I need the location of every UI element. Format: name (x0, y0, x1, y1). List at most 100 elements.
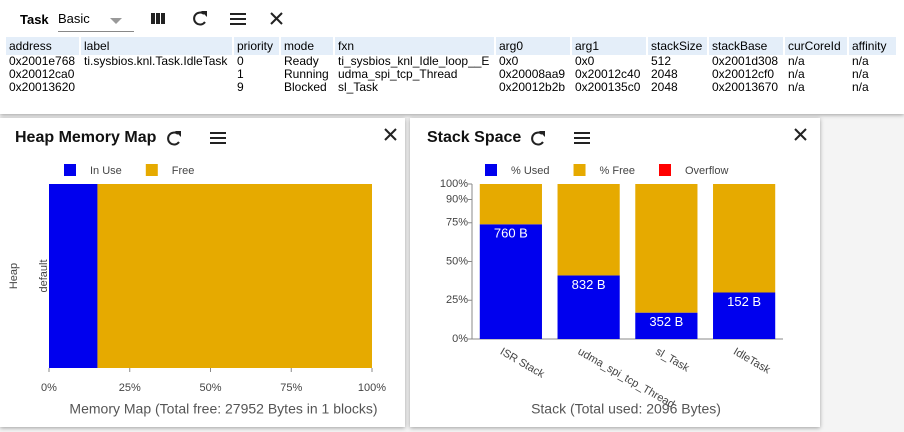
table-cell: 0x0 (575, 55, 595, 68)
refresh-icon[interactable] (193, 11, 207, 26)
header-row: address label priority mode fxn arg0 arg1 stack… (6, 37, 898, 55)
chart: Stack Space % Used % Free Overflow 0% 25% 50% 7… (427, 128, 807, 417)
bar-segment (635, 184, 698, 313)
stack-panel: Stack Space % Used % Free Overflow 0% 25% 50% 7… (410, 118, 820, 427)
y-tick-label: 25% (446, 294, 468, 306)
close-icon[interactable] (794, 128, 807, 141)
column-header: curCoreId (785, 37, 849, 55)
view-value: Basic (58, 11, 90, 26)
panel-title: Task (20, 12, 49, 27)
column-header: address (6, 37, 81, 55)
chart-title: Stack Space (427, 129, 521, 146)
bar-segment (713, 292, 776, 339)
x-tick-label: 50% (199, 382, 221, 394)
table-cell: 0x20013670 (712, 81, 779, 94)
table-cell: 1 (237, 68, 244, 81)
table-cell: 0x20012c40 (575, 68, 641, 81)
table-cell: 0x20012ca0 (9, 68, 75, 81)
legend-label: Overflow (685, 165, 728, 177)
column-header: stackSize (648, 37, 709, 55)
bar-segment (49, 184, 98, 368)
task-table: address label priority mode fxn arg0 arg1 stack… (6, 37, 898, 94)
table-cell: 9 (237, 81, 244, 94)
table-cell: 0x20012cf0 (712, 68, 775, 81)
x-tick-label: 75% (280, 382, 302, 394)
bar-label: 152 B (727, 294, 761, 309)
column-header: mode (281, 37, 335, 55)
toolbar-icons (151, 11, 283, 26)
legend-swatch (64, 164, 76, 176)
heap-panel: Heap Memory Map In Use Free default 0% 25% 50%… (0, 118, 405, 427)
table-cell: sl_Task (338, 81, 379, 94)
x-axis-title: Stack (Total used: 2096 Bytes) (531, 401, 721, 417)
y-tick-label: 50% (446, 255, 468, 267)
legend-swatch (145, 164, 158, 176)
refresh-icon[interactable] (167, 131, 181, 146)
y-tick-label: 0% (452, 333, 468, 345)
bar-segment (557, 184, 620, 276)
bar-segment (635, 312, 698, 339)
x-tick-label: ISR Stack (498, 346, 547, 381)
table-cell: n/a (788, 68, 805, 81)
close-icon[interactable] (384, 128, 397, 141)
bar-segment (479, 184, 542, 225)
menu-icon[interactable] (230, 13, 246, 25)
table-row: 0x20013620 9 Blocked sl_Task 0x20012b2b 0x200… (6, 81, 898, 94)
table-cell: 0x20008aa9 (499, 68, 566, 81)
task-panel: Task Basic address label priority mode fxn ar… (0, 0, 904, 114)
menu-icon[interactable] (574, 132, 590, 144)
column-header: arg0 (496, 37, 572, 55)
table-cell: ti.sysbios.knl.Task.IdleTask (84, 55, 228, 68)
x-axis-title: Memory Map (Total free: 27952 Bytes in 1… (69, 401, 377, 417)
table-cell: n/a (852, 55, 869, 68)
view-select[interactable]: Basic (58, 11, 134, 32)
table-row: 0x20012ca0 1 Running udma_spi_tcp_Thread 0x2… (6, 68, 898, 81)
bar-label: 760 B (494, 226, 528, 241)
table-cell (81, 68, 234, 81)
legend-swatch (573, 164, 586, 176)
table-cell: 2048 (651, 81, 678, 94)
legend-label: Free (172, 165, 195, 177)
x-tick-label: 25% (119, 382, 141, 394)
x-tick-label: 100% (358, 382, 386, 394)
column-header: stackBase (709, 37, 785, 55)
table-cell: Blocked (284, 81, 327, 94)
y-tick-label: default (38, 259, 50, 292)
table-cell: 0x200135c0 (575, 81, 641, 94)
close-icon[interactable] (270, 12, 283, 25)
legend-swatch (659, 164, 671, 176)
bar-segment (479, 224, 542, 339)
caret (110, 18, 122, 24)
table-cell: 0x20013620 (9, 81, 76, 94)
table-cell: 2048 (651, 68, 678, 81)
table-cell: 0x2001d308 (712, 55, 779, 68)
table-cell: n/a (852, 68, 869, 81)
bar-segment (713, 184, 776, 293)
table-cell: Running (284, 68, 329, 81)
table-cell: n/a (788, 55, 805, 68)
chart: Heap Memory Map In Use Free default 0% 25% 50%… (8, 128, 397, 417)
refresh-icon[interactable] (531, 131, 545, 146)
column-header: label (81, 37, 234, 55)
toolbar: Task Basic (0, 0, 904, 36)
table-cell: 512 (651, 55, 672, 68)
table-cell: 0x2001e768 (9, 55, 76, 68)
x-tick-label: 0% (41, 382, 57, 394)
table-cell: n/a (788, 81, 805, 94)
y-tick-label: 90% (446, 193, 468, 205)
legend-label: In Use (90, 165, 122, 177)
bar-label: 352 B (649, 314, 683, 329)
columns-icon[interactable] (151, 13, 165, 24)
chart-title: Heap Memory Map (15, 129, 157, 146)
bar-segment (97, 184, 372, 368)
column-header: arg1 (572, 37, 648, 55)
table-cell: 0x20012b2b (499, 81, 566, 94)
column-header: priority (234, 37, 281, 55)
bar-segment (557, 275, 620, 339)
column-header: fxn (335, 37, 496, 55)
legend-label: % Free (600, 165, 635, 177)
x-tick-label: sl_Task (653, 346, 691, 375)
menu-icon[interactable] (210, 132, 226, 144)
legend-label: % Used (511, 165, 550, 177)
